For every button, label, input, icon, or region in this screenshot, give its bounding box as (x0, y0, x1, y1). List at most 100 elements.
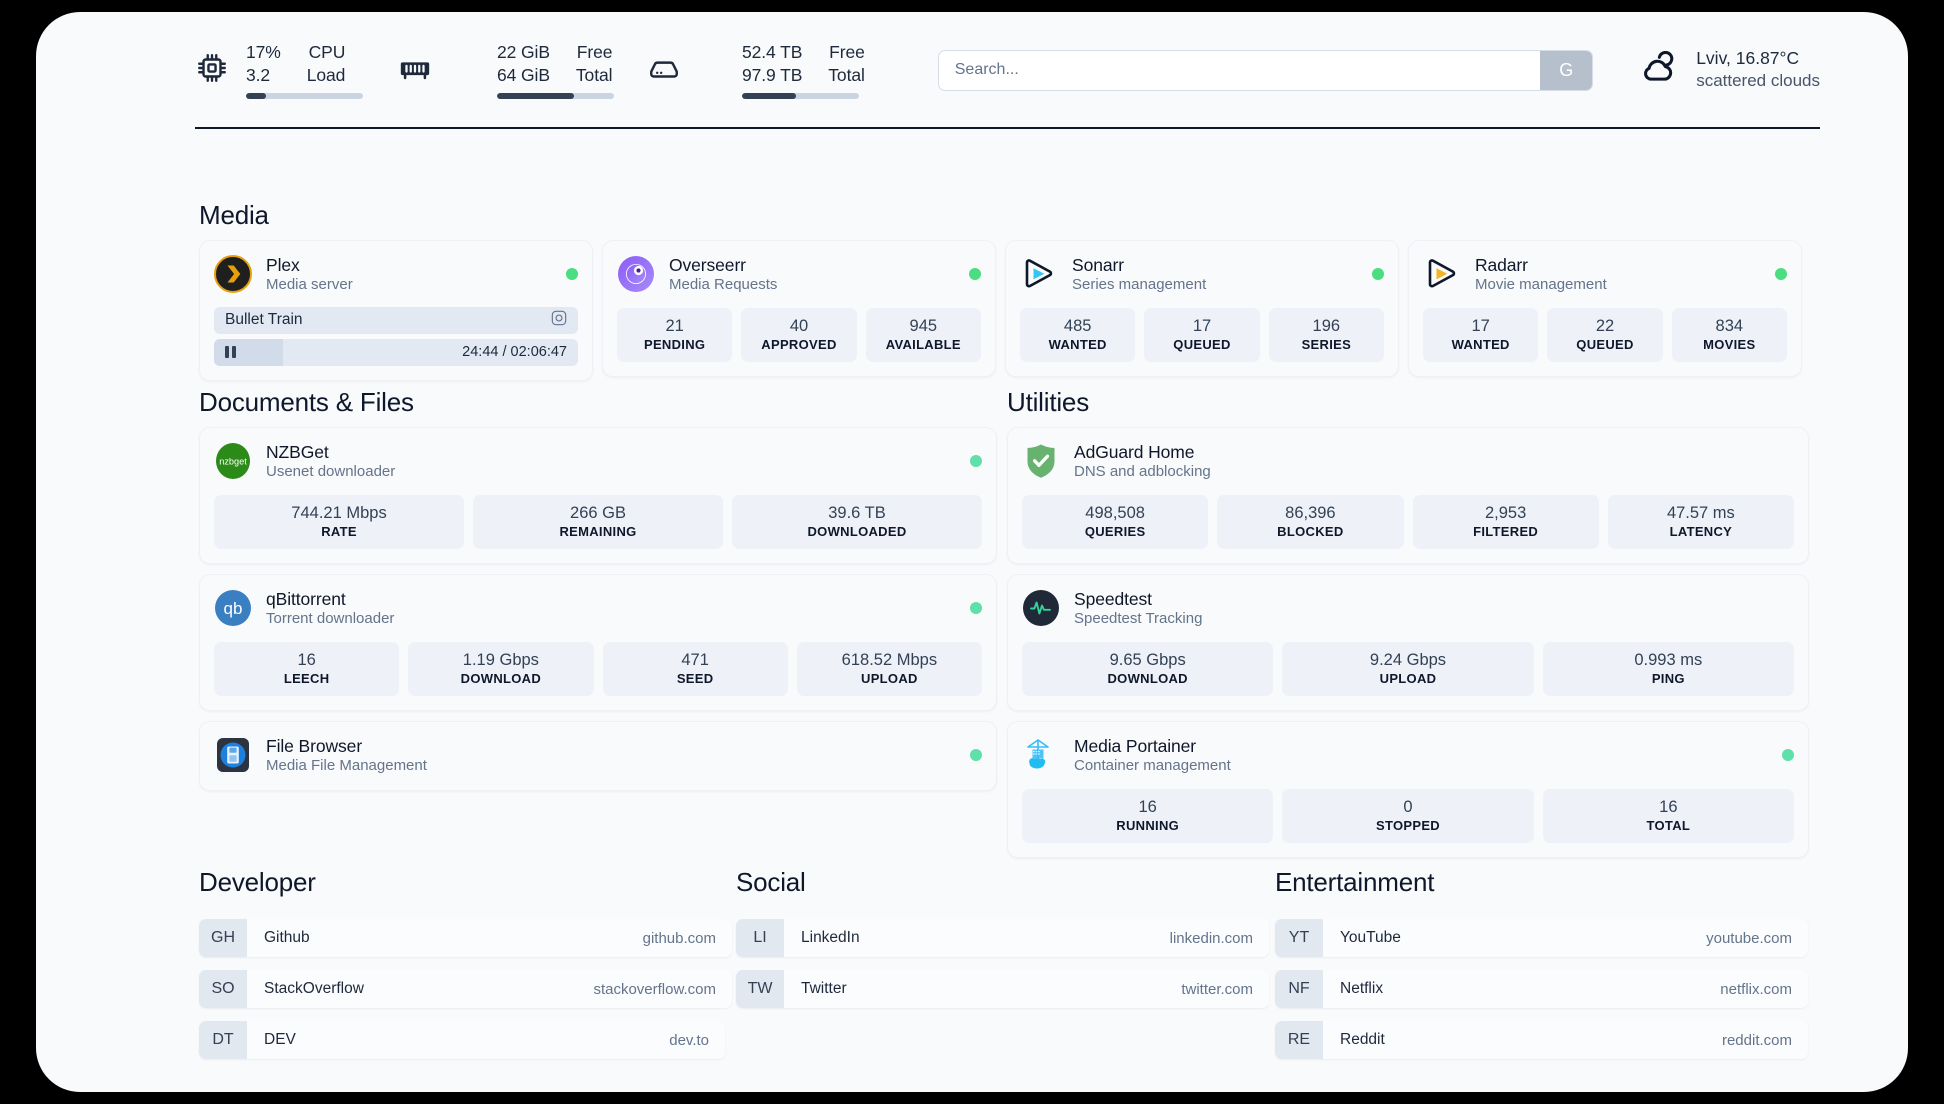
card-header: AdGuard Home DNS and adblocking (1022, 441, 1794, 482)
stat-tile: 266 GB REMAINING (473, 494, 723, 549)
cpu-chip-icon (195, 51, 229, 85)
plex-now-playing: Bullet Train 24:44 / 02:06:47 (214, 306, 578, 366)
status-indicator-online (1775, 268, 1787, 281)
service-subtitle: Media File Management (266, 756, 427, 774)
service-card-qbittorrent[interactable]: qb qBittorrent Torrent downloader 16 LEE… (199, 573, 997, 711)
stat-tile: 2,953 FILTERED (1412, 494, 1599, 549)
stat-label: WANTED (1048, 337, 1107, 353)
stat-tile: 47.57 ms LATENCY (1607, 494, 1794, 549)
stat-label: QUERIES (1084, 524, 1146, 540)
stat-label: SEED (676, 670, 714, 686)
service-card-speedtest[interactable]: Speedtest Speedtest Tracking 9.65 Gbps D… (1007, 573, 1809, 711)
bookmark-url: linkedin.com (1169, 929, 1253, 947)
stat-value: 945 (909, 316, 938, 335)
search-input[interactable] (938, 50, 1541, 90)
stat-tile: 16 TOTAL (1542, 788, 1794, 843)
stat-row: 498,508 QUERIES 86,396 BLOCKED 2,953 FIL… (1022, 494, 1794, 549)
service-name: Media Portainer (1074, 735, 1197, 756)
stat-label: LEECH (283, 670, 330, 686)
stat-label: MOVIES (1703, 337, 1756, 353)
bookmark-abbr: NF (1275, 970, 1323, 1008)
stat-value: 196 (1312, 316, 1341, 335)
service-card-sonarr[interactable]: Sonarr Series management 485 WANTED 17 Q… (1005, 240, 1399, 377)
service-subtitle: Media server (266, 276, 353, 294)
stat-tile: 21 PENDING (617, 307, 733, 362)
disk-free-value: 52.4 TB (742, 42, 803, 63)
service-card-overseerr[interactable]: Overseerr Media Requests 21 PENDING 40 A… (602, 240, 996, 377)
bookmark-item-twitter[interactable]: TW Twitter twitter.com (736, 970, 1269, 1008)
stat-value: 86,396 (1285, 503, 1336, 522)
bookmark-item-reddit[interactable]: RE Reddit reddit.com (1275, 1021, 1808, 1059)
bookmark-abbr: LI (736, 919, 784, 957)
bookmark-list: YT YouTube youtube.com NF Netflix netfli… (1275, 919, 1808, 1059)
stat-value: 266 GB (570, 503, 626, 522)
service-name: Speedtest (1074, 588, 1152, 609)
service-card-adguard-home[interactable]: AdGuard Home DNS and adblocking 498,508 … (1007, 427, 1809, 564)
disk-usage-bar (742, 92, 859, 99)
service-card-media-portainer[interactable]: Media Portainer Container management 16 … (1007, 720, 1809, 858)
stat-value: 17 (1192, 316, 1212, 335)
bookmark-item-youtube[interactable]: YT YouTube youtube.com (1275, 919, 1808, 957)
bookmark-list: GH Github github.com SO StackOverflow st… (199, 919, 732, 1059)
service-subtitle: Torrent downloader (266, 609, 395, 627)
stat-tile: 0 STOPPED (1282, 788, 1534, 843)
stat-value: 9.65 Gbps (1109, 650, 1186, 669)
hard-drive-icon (647, 51, 681, 85)
service-subtitle: DNS and adblocking (1074, 463, 1211, 481)
bookmark-url: stackoverflow.com (593, 980, 716, 998)
bookmark-abbr: SO (199, 970, 247, 1008)
status-indicator-online (566, 268, 578, 281)
bookmark-abbr: TW (736, 970, 784, 1008)
portainer-logo-icon (1022, 736, 1060, 774)
status-indicator-online (1372, 268, 1384, 281)
memory-total-value: 64 GiB (497, 64, 550, 85)
stat-value: 16 (1659, 797, 1678, 816)
system-stat-disk: 52.4 TB 97.9 TB Free Total (647, 41, 865, 99)
service-card-file-browser[interactable]: File Browser Media File Management (199, 720, 997, 791)
stat-value: 17 (1471, 316, 1490, 335)
dashboard-page: 17% 3.2 CPU Load (36, 12, 1908, 1092)
stat-value: 0.993 ms (1634, 650, 1703, 669)
service-card-radarr[interactable]: Radarr Movie management 17 WANTED 22 QUE… (1408, 240, 1802, 377)
bookmark-item-linkedin[interactable]: LI LinkedIn linkedin.com (736, 919, 1269, 957)
now-playing-progress-bar[interactable]: 24:44 / 02:06:47 (214, 338, 578, 366)
service-card-plex[interactable]: Plex Media server Bullet Train (199, 240, 593, 381)
bookmark-name: StackOverflow (264, 980, 364, 997)
now-playing-title: Bullet Train (225, 311, 303, 329)
bookmark-url: github.com (642, 929, 716, 947)
now-playing-time: 24:44 / 02:06:47 (462, 344, 567, 361)
service-card-nzbget[interactable]: nzbget NZBGet Usenet downloader 744.21 M… (199, 427, 997, 564)
service-name: Sonarr (1072, 255, 1124, 275)
stat-value: 0 (1403, 797, 1413, 816)
memory-label-top: Free (576, 42, 613, 63)
stat-value: 22 (1595, 316, 1615, 335)
disk-label-top: Free (829, 42, 865, 63)
bookmark-item-stackoverflow[interactable]: SO StackOverflow stackoverflow.com (199, 970, 732, 1008)
bookmark-item-github[interactable]: GH Github github.com (199, 919, 732, 957)
bookmark-group-entertainment: Entertainment YT YouTube youtube.com NF … (1275, 867, 1808, 1059)
settings-gear-icon[interactable] (551, 310, 567, 331)
header-divider (195, 127, 1820, 129)
stat-value: 485 (1063, 316, 1092, 335)
now-playing-title-row: Bullet Train (214, 306, 578, 334)
bookmark-name: Reddit (1340, 1031, 1385, 1048)
search-submit-button[interactable]: G (1540, 50, 1593, 90)
stat-label: AVAILABLE (885, 337, 961, 353)
pause-icon[interactable] (225, 346, 236, 359)
memory-label-bottom: Total (575, 64, 613, 85)
bookmark-abbr: DT (199, 1021, 247, 1059)
plex-logo-icon (214, 255, 252, 294)
filebrowser-logo-icon (214, 736, 252, 774)
bookmark-abbr: YT (1275, 919, 1323, 957)
bookmark-item-netflix[interactable]: NF Netflix netflix.com (1275, 970, 1808, 1008)
stat-tile: 40 APPROVED (741, 307, 857, 362)
stat-label: STOPPED (1375, 817, 1440, 833)
stat-row: 17 WANTED 22 QUEUED 834 MOVIES (1423, 307, 1787, 362)
bookmark-item-dev[interactable]: DT DEV dev.to (199, 1021, 725, 1059)
bookmark-name: Twitter (801, 980, 847, 997)
card-header: Sonarr Series management (1020, 254, 1384, 295)
bookmark-group-title: Social (736, 867, 806, 897)
search-bar[interactable]: G (937, 49, 1594, 91)
stat-row: 9.65 Gbps DOWNLOAD 9.24 Gbps UPLOAD 0.99… (1022, 641, 1794, 696)
stat-row: 21 PENDING 40 APPROVED 945 AVAILABLE (617, 307, 981, 362)
